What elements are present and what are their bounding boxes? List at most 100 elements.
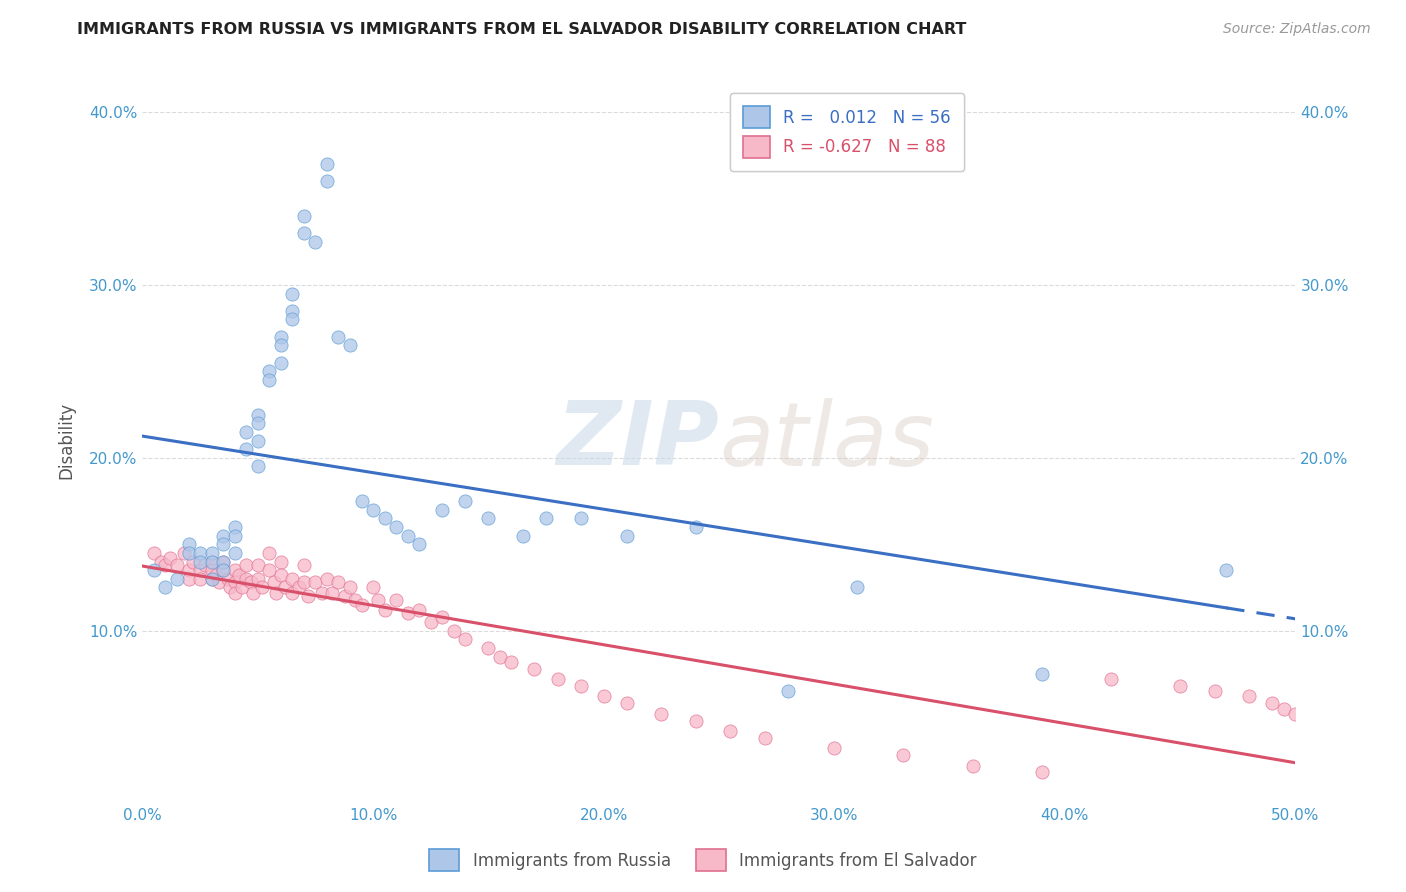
Point <box>419 615 441 629</box>
Point <box>212 528 235 542</box>
Point <box>246 408 269 422</box>
Point <box>374 511 396 525</box>
Point <box>228 568 250 582</box>
Point <box>316 174 339 188</box>
Point <box>201 572 224 586</box>
Point <box>224 520 246 534</box>
Point <box>297 589 319 603</box>
Text: ZIP: ZIP <box>557 397 718 484</box>
Point <box>270 338 292 352</box>
Point <box>288 581 311 595</box>
Point <box>270 555 292 569</box>
Point <box>212 555 235 569</box>
Point <box>231 581 253 595</box>
Point <box>396 528 419 542</box>
Point <box>1215 563 1237 577</box>
Point <box>328 575 350 590</box>
Point <box>212 555 235 569</box>
Point <box>962 758 984 772</box>
Point <box>408 603 430 617</box>
Point <box>1239 690 1261 704</box>
Point <box>454 494 477 508</box>
Point <box>846 581 869 595</box>
Point <box>569 679 592 693</box>
Text: Source: ZipAtlas.com: Source: ZipAtlas.com <box>1223 22 1371 37</box>
Point <box>339 338 361 352</box>
Point <box>650 706 672 721</box>
Point <box>143 546 166 560</box>
Point <box>1272 701 1295 715</box>
Point <box>212 563 235 577</box>
Point <box>432 502 454 516</box>
Point <box>361 502 384 516</box>
Point <box>343 592 366 607</box>
Point <box>207 575 229 590</box>
Point <box>219 581 242 595</box>
Point <box>166 572 188 586</box>
Text: atlas: atlas <box>718 398 934 483</box>
Point <box>224 563 246 577</box>
Point <box>592 690 614 704</box>
Point <box>201 546 224 560</box>
Point <box>316 572 339 586</box>
Point <box>281 585 304 599</box>
Point <box>246 459 269 474</box>
Point <box>616 696 638 710</box>
Point <box>246 434 269 448</box>
Point <box>143 563 166 577</box>
Point <box>523 662 546 676</box>
Point <box>224 546 246 560</box>
Point <box>181 555 204 569</box>
Legend: R =   0.012   N = 56, R = -0.627   N = 88: R = 0.012 N = 56, R = -0.627 N = 88 <box>730 93 965 171</box>
Point <box>304 235 326 249</box>
Point <box>263 575 285 590</box>
Point <box>292 209 315 223</box>
Point <box>512 528 534 542</box>
Point <box>173 546 195 560</box>
Point <box>259 373 281 387</box>
Point <box>188 563 211 577</box>
Point <box>235 442 257 457</box>
Point <box>235 558 257 572</box>
Point <box>1031 765 1053 780</box>
Point <box>367 592 389 607</box>
Point <box>259 563 281 577</box>
Point <box>281 312 304 326</box>
Point <box>534 511 557 525</box>
Point <box>212 537 235 551</box>
Point <box>321 585 343 599</box>
Text: IMMIGRANTS FROM RUSSIA VS IMMIGRANTS FROM EL SALVADOR DISABILITY CORRELATION CHA: IMMIGRANTS FROM RUSSIA VS IMMIGRANTS FRO… <box>77 22 967 37</box>
Point <box>188 546 211 560</box>
Point <box>316 157 339 171</box>
Point <box>166 558 188 572</box>
Point <box>408 537 430 551</box>
Point <box>259 546 281 560</box>
Point <box>201 572 224 586</box>
Point <box>823 741 845 756</box>
Point <box>361 581 384 595</box>
Point <box>264 585 287 599</box>
Point <box>205 568 228 582</box>
Point <box>374 603 396 617</box>
Point <box>778 684 800 698</box>
Point <box>177 537 200 551</box>
Point <box>292 558 315 572</box>
Point <box>893 748 915 763</box>
Point <box>328 330 350 344</box>
Point <box>292 226 315 240</box>
Point <box>212 563 235 577</box>
Point <box>292 575 315 590</box>
Point <box>155 558 177 572</box>
Point <box>224 575 246 590</box>
Point <box>547 672 569 686</box>
Point <box>281 303 304 318</box>
Point <box>274 581 297 595</box>
Point <box>477 511 499 525</box>
Point <box>1031 667 1053 681</box>
Point <box>1284 706 1306 721</box>
Point <box>239 575 262 590</box>
Y-axis label: Disability: Disability <box>58 402 75 479</box>
Point <box>259 364 281 378</box>
Point <box>188 555 211 569</box>
Point <box>339 581 361 595</box>
